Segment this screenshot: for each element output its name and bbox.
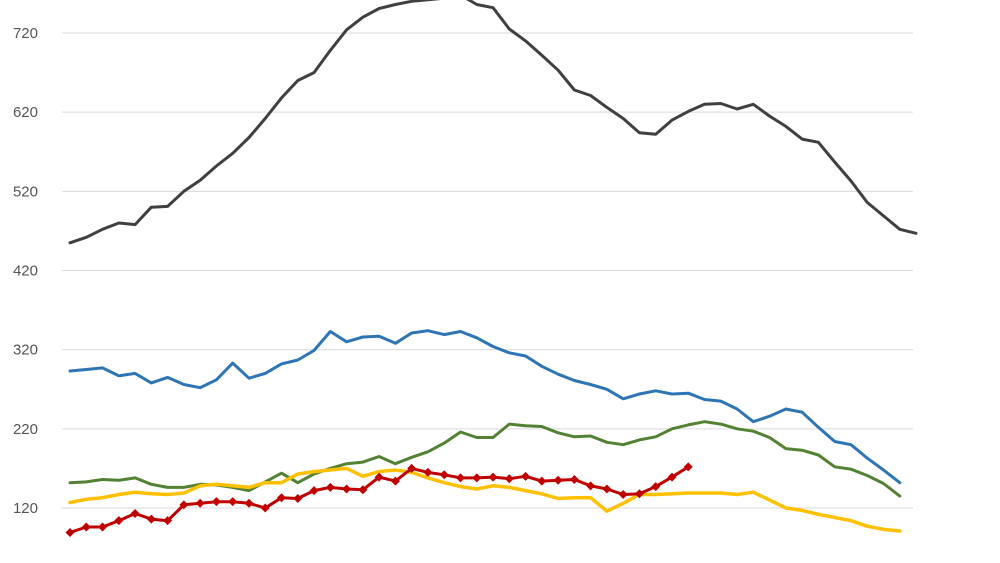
series-5-point [667, 472, 677, 482]
series-5-point [211, 497, 221, 507]
series-2-line [68, 329, 902, 485]
series-3 [68, 420, 902, 498]
series-lines [65, 0, 918, 538]
series-5-point [455, 473, 465, 483]
series-5-point [98, 522, 108, 532]
series-5-point [374, 472, 384, 482]
series-5-point [390, 476, 400, 486]
series-5-point [114, 516, 124, 526]
series-5-point [146, 514, 156, 524]
series-5-point [602, 484, 612, 494]
series-5-point [228, 497, 238, 507]
series-5-point [439, 470, 449, 480]
series-3-line [68, 420, 902, 498]
series-5-point [423, 467, 433, 477]
y-tick-label-420: 420 [13, 263, 38, 280]
series-5-point [179, 500, 189, 510]
series-5-point [504, 474, 514, 484]
series-5-point [81, 522, 91, 532]
series-5-point [618, 490, 628, 500]
series-2 [68, 329, 902, 485]
series-5-point [277, 493, 287, 503]
series-1-line [68, 0, 918, 245]
series-5-point [309, 486, 319, 496]
series-5-point [260, 503, 270, 513]
gridlines [62, 32, 913, 509]
series-4 [68, 466, 902, 533]
series-5-point [569, 475, 579, 484]
series-4-line [68, 466, 902, 533]
y-tick-label-120: 120 [13, 500, 38, 517]
series-5-point [163, 516, 173, 526]
series-5-point [521, 471, 531, 481]
series-5-point [537, 476, 547, 486]
series-5-point [358, 485, 368, 495]
series-5-point [407, 463, 417, 473]
y-tick-label-320: 320 [13, 342, 38, 359]
y-tick-label-520: 520 [13, 183, 38, 200]
series-5-point [683, 462, 693, 472]
series-5-point [130, 509, 140, 519]
series-5-point [586, 481, 596, 491]
series-5-point [634, 489, 644, 499]
y-tick-label-220: 220 [13, 421, 38, 438]
series-5-point [553, 475, 563, 485]
series-5-point [195, 498, 205, 508]
series-5-point [342, 484, 352, 494]
series-5-point [472, 473, 482, 483]
y-tick-label-720: 720 [13, 25, 38, 42]
series-5-point [651, 482, 661, 492]
series-5-point [65, 528, 75, 538]
y-tick-label-620: 620 [13, 104, 38, 121]
series-5-point [293, 494, 303, 503]
series-5-point [488, 472, 498, 482]
series-5-point [325, 482, 335, 492]
series-5-point [244, 498, 254, 508]
y-axis-tick-labels: 120 220 320 420 520 620 720 [13, 25, 38, 517]
series-5 [65, 462, 693, 538]
series-1 [68, 0, 918, 245]
